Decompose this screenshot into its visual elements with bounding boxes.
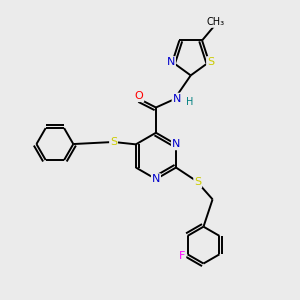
Text: S: S: [207, 57, 214, 67]
Text: S: S: [110, 137, 117, 147]
Text: O: O: [135, 91, 143, 101]
Text: N: N: [152, 174, 160, 184]
Text: F: F: [179, 251, 185, 261]
Text: S: S: [194, 177, 201, 188]
Text: N: N: [172, 94, 181, 103]
Text: CH₃: CH₃: [207, 17, 225, 27]
Text: N: N: [172, 140, 180, 149]
Text: H: H: [186, 97, 194, 107]
Text: N: N: [167, 57, 175, 67]
